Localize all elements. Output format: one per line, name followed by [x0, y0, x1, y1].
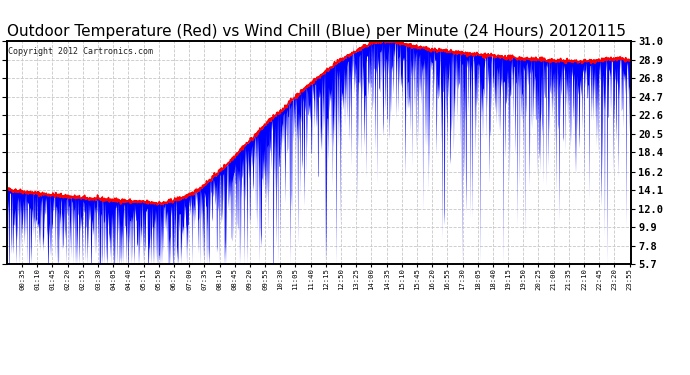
Text: Copyright 2012 Cartronics.com: Copyright 2012 Cartronics.com [8, 47, 153, 56]
Text: Outdoor Temperature (Red) vs Wind Chill (Blue) per Minute (24 Hours) 20120115: Outdoor Temperature (Red) vs Wind Chill … [7, 24, 626, 39]
